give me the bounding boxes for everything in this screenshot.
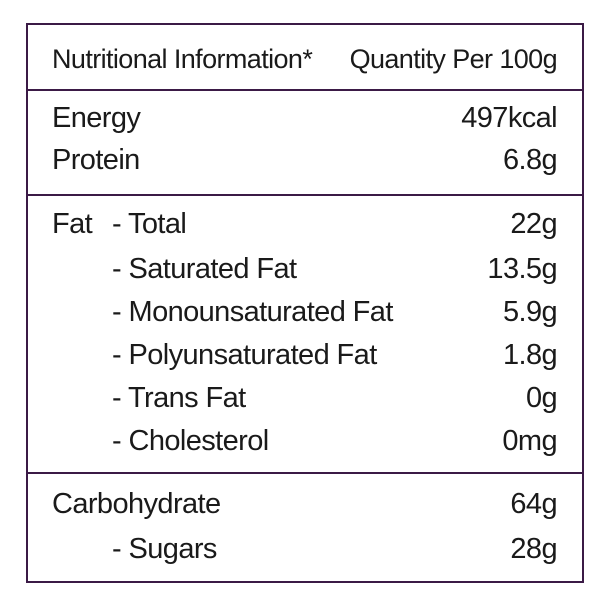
cholesterol-row: - Cholesterol 0mg	[28, 423, 582, 459]
protein-label: Protein	[52, 144, 140, 176]
cholesterol-label: - Cholesterol	[112, 425, 269, 457]
saturated-fat-row: - Saturated Fat 13.5g	[28, 251, 582, 287]
energy-value: 497kcal	[461, 102, 557, 134]
carbohydrate-section: Carbohydrate 64g - Sugars 28g	[28, 472, 582, 581]
fat-prefix-label: Fat	[52, 208, 93, 240]
protein-row: Protein 6.8g	[28, 142, 582, 178]
header-section: Nutritional Information* Quantity Per 10…	[28, 25, 582, 89]
carbohydrate-label: Carbohydrate	[52, 488, 221, 520]
monounsaturated-fat-row: - Monounsaturated Fat 5.9g	[28, 294, 582, 330]
fat-total-row: Fat - Total 22g	[28, 206, 582, 242]
saturated-fat-value: 13.5g	[487, 253, 557, 285]
trans-fat-value: 0g	[525, 382, 558, 414]
monounsaturated-fat-value: 5.9g	[502, 296, 558, 328]
saturated-fat-label: - Saturated Fat	[112, 253, 297, 285]
energy-row: Energy 497kcal	[28, 100, 582, 136]
trans-fat-label: - Trans Fat	[112, 382, 246, 414]
fat-total-label: - Total	[112, 208, 187, 240]
cholesterol-value: 0mg	[502, 425, 557, 457]
polyunsaturated-fat-label: - Polyunsaturated Fat	[112, 339, 377, 371]
polyunsaturated-fat-value: 1.8g	[502, 339, 558, 371]
sugars-value: 28g	[510, 533, 557, 565]
sugars-row: - Sugars 28g	[28, 531, 582, 567]
energy-label: Energy	[52, 102, 141, 134]
polyunsaturated-fat-row: - Polyunsaturated Fat 1.8g	[28, 337, 582, 373]
carbohydrate-value: 64g	[510, 488, 557, 520]
nutrition-title: Nutritional Information*	[52, 44, 313, 74]
header-row: Nutritional Information* Quantity Per 10…	[28, 41, 582, 77]
nutrition-panel: Nutritional Information* Quantity Per 10…	[26, 23, 584, 583]
sugars-label: - Sugars	[112, 533, 217, 565]
carbohydrate-row: Carbohydrate 64g	[28, 486, 582, 522]
fat-section: Fat - Total 22g - Saturated Fat 13.5g - …	[28, 194, 582, 472]
monounsaturated-fat-label: - Monounsaturated Fat	[112, 296, 393, 328]
fat-total-value: 22g	[510, 208, 557, 240]
energy-protein-section: Energy 497kcal Protein 6.8g	[28, 89, 582, 194]
quantity-per-label: Quantity Per 100g	[349, 44, 558, 74]
protein-value: 6.8g	[502, 144, 558, 176]
trans-fat-row: - Trans Fat 0g	[28, 380, 582, 416]
